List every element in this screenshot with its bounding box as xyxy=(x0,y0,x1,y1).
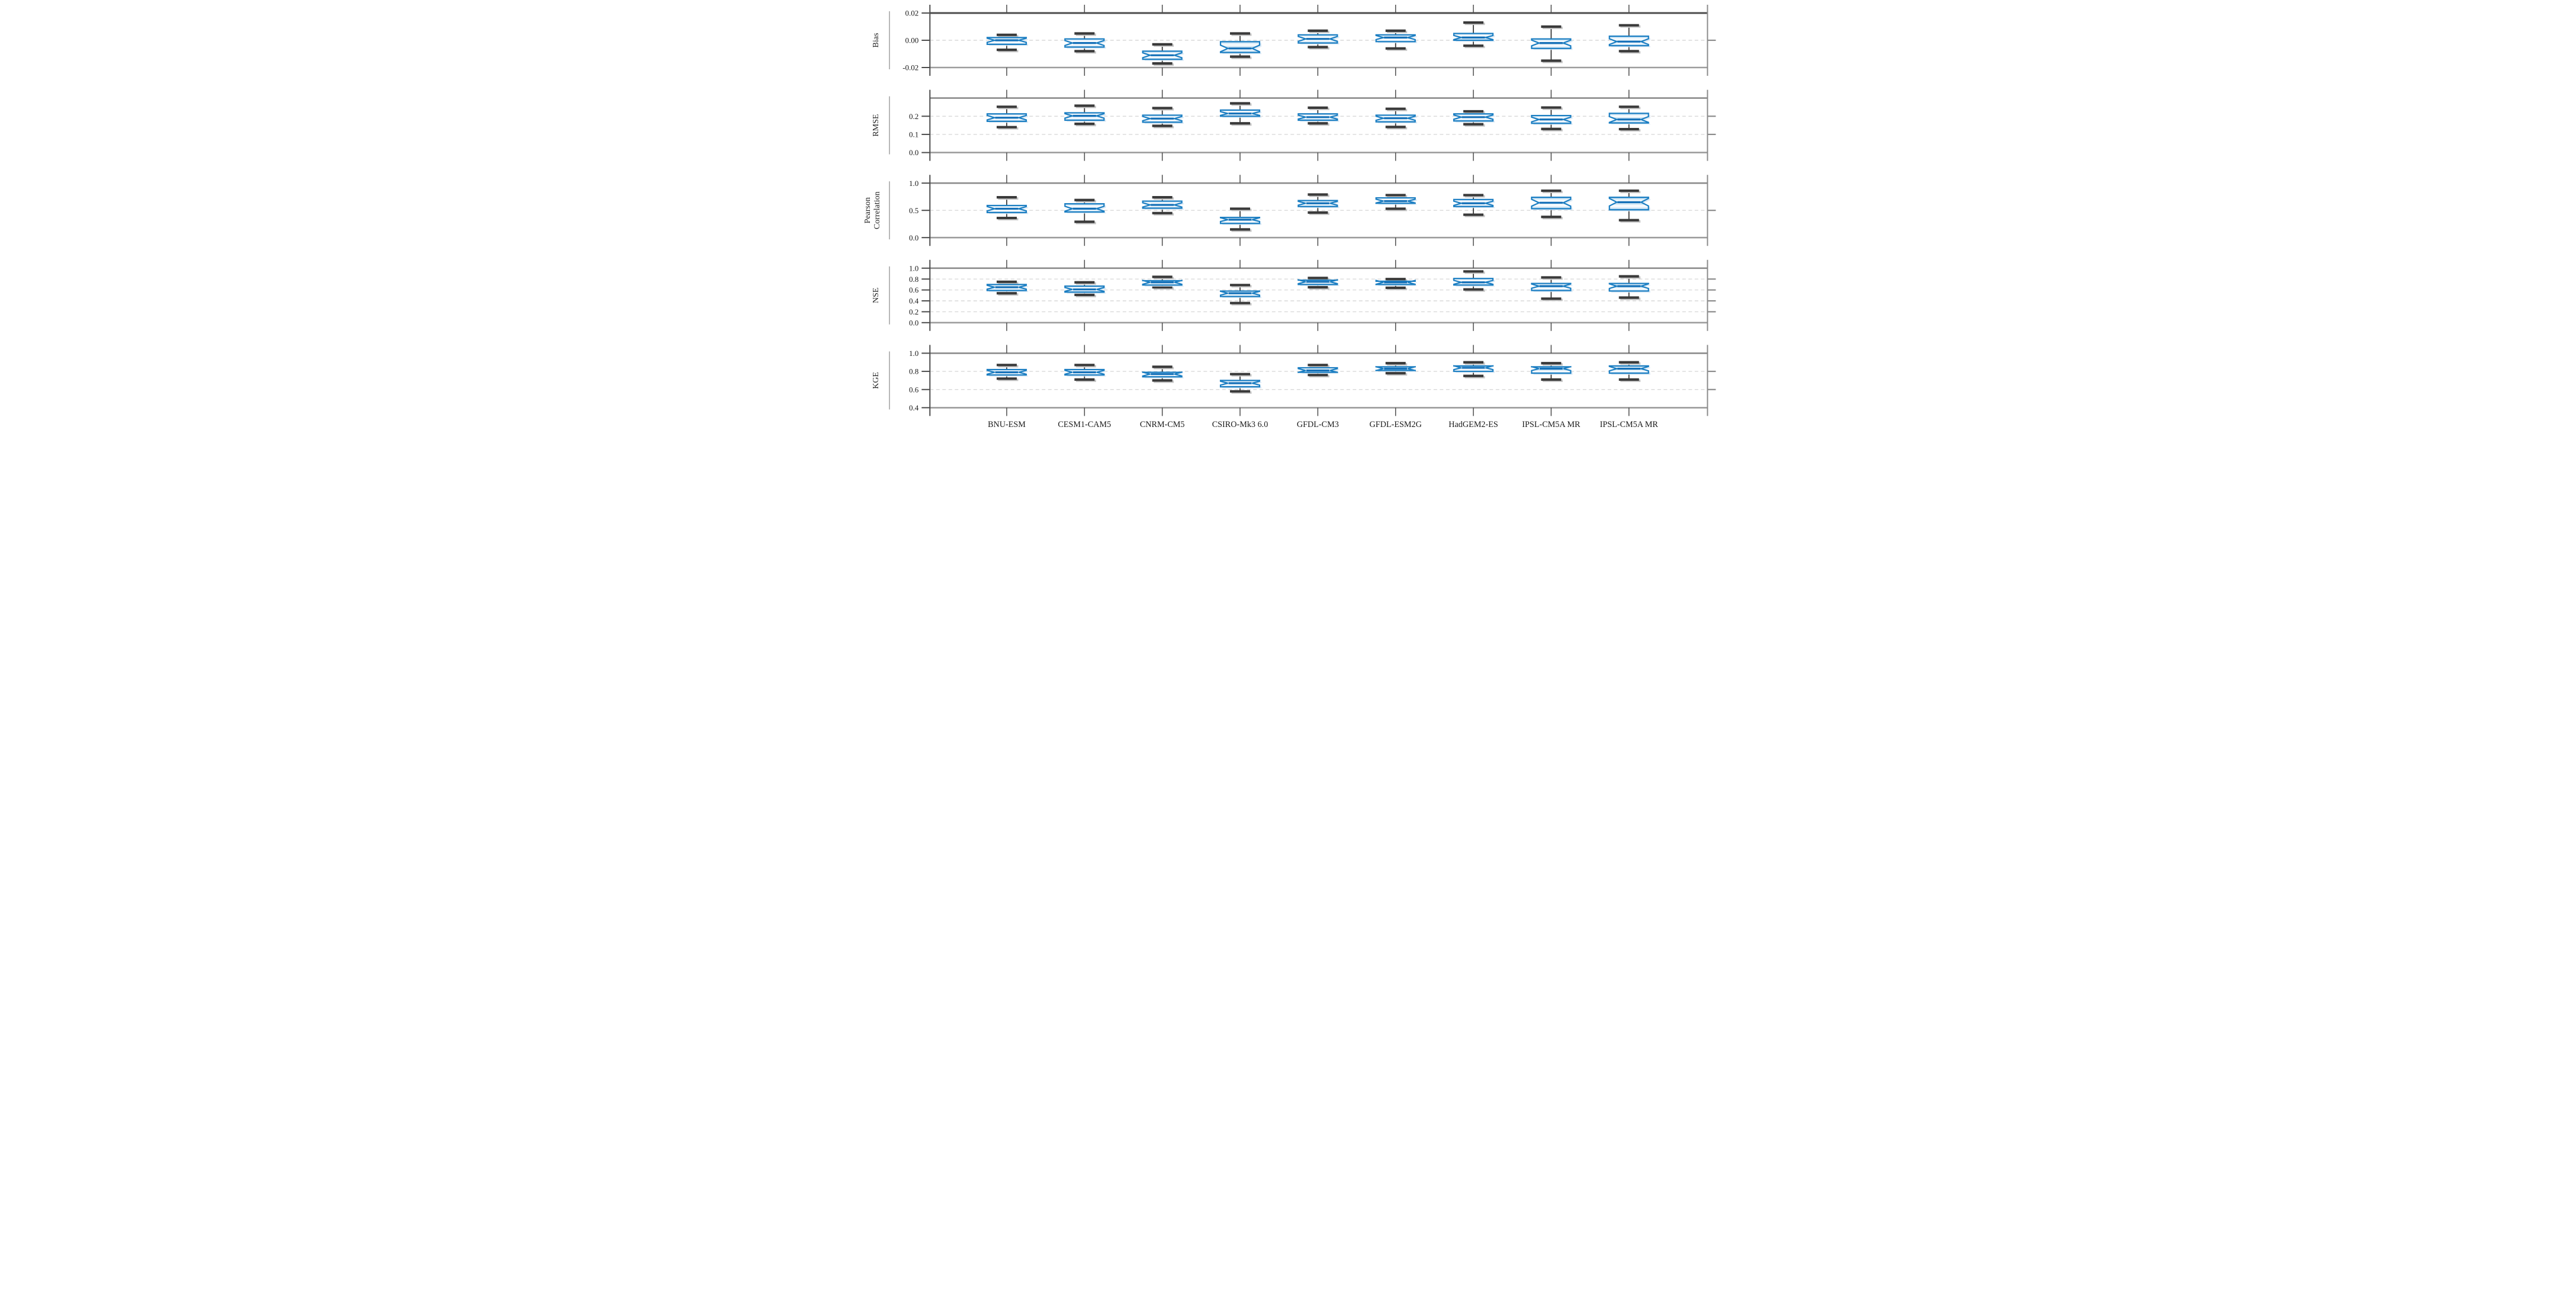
y-tick-label: 0.0 xyxy=(909,233,918,242)
boxplot-cnrm-cm5 xyxy=(1142,43,1184,66)
panel-pearson-correlation: 1.0 0.5 0.0 Pearson Correlation xyxy=(863,175,1716,246)
y-tick-label: 1.0 xyxy=(909,179,918,188)
boxplot-gfdl-cm3 xyxy=(1297,364,1340,378)
notched-box xyxy=(1219,41,1261,53)
boxplot-csiro-mk3-6-0 xyxy=(1219,207,1262,232)
boxplot-ipsl-cm5a-mr xyxy=(1531,362,1573,382)
boxplot-ipsl-cm5a-mr xyxy=(1608,24,1650,54)
y-tick-label: 0.6 xyxy=(909,285,919,294)
y-tick-label: 0.0 xyxy=(909,148,918,157)
boxplot-gfdl-cm3 xyxy=(1297,277,1340,290)
boxplot-ipsl-cm5a-mr xyxy=(1608,105,1650,132)
boxplot-ipsl-cm5a-mr xyxy=(1531,276,1573,301)
y-tick-label: 0.02 xyxy=(905,9,919,18)
category-label: CNRM-CM5 xyxy=(1140,420,1185,429)
boxplot-cesm1-cam5 xyxy=(1064,104,1106,127)
boxplot-hadgem2-es xyxy=(1453,361,1495,378)
panel-nse: 1.0 0.80.6 0.40.2 0.0 NSE xyxy=(872,259,1716,331)
boxplot-cnrm-cm5 xyxy=(1142,196,1184,216)
category-label: CSIRO-Mk3 6.0 xyxy=(1212,420,1268,429)
boxplot-gfdl-esm2g xyxy=(1375,278,1417,291)
notched-box xyxy=(1608,197,1649,211)
y-tick-label: 0.4 xyxy=(909,403,919,412)
x-axis-labels: BNU-ESM CESM1-CAM5 CNRM-CM5 CSIRO-Mk3 6.0 GF… xyxy=(988,420,1658,429)
boxplot-bnu-esm xyxy=(986,105,1029,130)
figure-background xyxy=(859,0,1717,432)
boxplot-ipsl-cm5a-mr xyxy=(1531,106,1573,131)
boxplot-csiro-mk3-6-0 xyxy=(1219,32,1262,59)
y-tick-label: 0.4 xyxy=(909,297,919,306)
boxplot-cesm1-cam5 xyxy=(1064,198,1106,224)
y-tick-label: 0.1 xyxy=(909,130,918,139)
boxplot-bnu-esm xyxy=(986,33,1029,53)
boxplot-cnrm-cm5 xyxy=(1142,365,1184,383)
boxplot-gfdl-cm3 xyxy=(1297,106,1340,126)
category-label: GFDL-CM3 xyxy=(1297,420,1339,429)
y-tick-label: 0.2 xyxy=(909,307,918,316)
boxplot-ipsl-cm5a-mr xyxy=(1531,25,1573,63)
metric-label: Pearson xyxy=(863,197,872,223)
boxplot-gfdl-cm3 xyxy=(1297,193,1340,215)
boxplot-gfdl-esm2g xyxy=(1375,29,1417,51)
boxplot-csiro-mk3-6-0 xyxy=(1219,284,1262,306)
boxplot-figure: 0.02 0.00 -0.02 Bias 0.2 0.1 0.0 RMSE 1.0 0.5 0.0 P… xyxy=(859,0,1717,432)
boxplot-hadgem2-es xyxy=(1453,270,1495,292)
boxplot-cesm1-cam5 xyxy=(1064,281,1106,297)
boxplot-hadgem2-es xyxy=(1453,110,1495,127)
category-label: CESM1-CAM5 xyxy=(1058,420,1111,429)
y-tick-label: 0.8 xyxy=(909,275,918,284)
boxplot-ipsl-cm5a-mr xyxy=(1608,189,1650,223)
boxplot-hadgem2-es xyxy=(1453,194,1495,217)
boxplot-ipsl-cm5a-mr xyxy=(1608,361,1650,382)
boxplot-ipsl-cm5a-mr xyxy=(1531,189,1573,220)
metric-label: NSE xyxy=(872,288,881,303)
boxplot-cesm1-cam5 xyxy=(1064,32,1106,54)
category-label: IPSL-CM5A MR xyxy=(1522,420,1581,429)
boxplot-bnu-esm xyxy=(986,364,1029,381)
boxplot-gfdl-esm2g xyxy=(1375,107,1417,130)
y-tick-label: 0.2 xyxy=(909,112,918,121)
panel-kge: 1.0 0.8 0.6 0.4 KGE xyxy=(872,345,1716,416)
metric-label: Bias xyxy=(872,33,881,48)
notched-box xyxy=(1608,113,1649,124)
boxplot-hadgem2-es xyxy=(1453,21,1495,49)
metric-label: RMSE xyxy=(872,114,881,137)
notched-box xyxy=(1608,282,1649,292)
panel-rmse: 0.2 0.1 0.0 RMSE xyxy=(872,89,1716,161)
boxplot-gfdl-esm2g xyxy=(1375,362,1417,376)
boxplot-csiro-mk3-6-0 xyxy=(1219,373,1262,394)
y-tick-label: 1.0 xyxy=(909,349,918,358)
y-tick-label: 0.0 xyxy=(909,318,918,327)
boxplot-cnrm-cm5 xyxy=(1142,275,1184,290)
boxplot-cesm1-cam5 xyxy=(1064,364,1106,382)
category-label: HadGEM2-ES xyxy=(1448,420,1498,429)
boxplot-bnu-esm xyxy=(986,280,1029,296)
category-label: GFDL-ESM2G xyxy=(1370,420,1422,429)
boxplot-bnu-esm xyxy=(986,196,1029,221)
y-tick-label: 0.00 xyxy=(905,36,919,45)
y-tick-label: 0.5 xyxy=(909,206,918,215)
category-label: BNU-ESM xyxy=(988,420,1026,429)
metrics-boxplot-chart: 0.02 0.00 -0.02 Bias 0.2 0.1 0.0 RMSE 1.0 0.5 0.0 P… xyxy=(859,0,1717,432)
y-tick-label: 0.8 xyxy=(909,367,918,376)
metric-label: KGE xyxy=(872,372,881,389)
y-tick-label: 0.6 xyxy=(909,385,919,394)
boxplot-csiro-mk3-6-0 xyxy=(1219,102,1262,126)
boxplot-gfdl-cm3 xyxy=(1297,29,1340,50)
metric-label: Correlation xyxy=(873,191,882,229)
y-tick-label: 1.0 xyxy=(909,264,918,272)
boxplot-cnrm-cm5 xyxy=(1142,107,1184,129)
y-tick-label: -0.02 xyxy=(902,63,918,72)
boxplot-ipsl-cm5a-mr xyxy=(1608,275,1650,300)
boxplot-gfdl-esm2g xyxy=(1375,194,1417,211)
category-label: IPSL-CM5A MR xyxy=(1600,420,1659,429)
panel-bias: 0.02 0.00 -0.02 Bias xyxy=(872,5,1716,76)
